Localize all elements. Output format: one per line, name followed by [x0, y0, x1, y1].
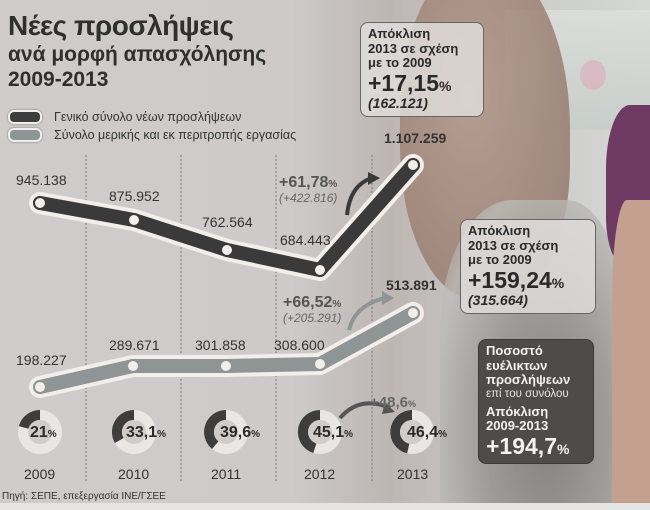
year-label: 2009: [24, 466, 56, 482]
background-flower: [580, 60, 606, 90]
bottom-strip: [0, 503, 650, 510]
title-line-1: Νέες προσλήψεις: [8, 10, 234, 41]
legend-label: Σύνολο μερικής και εκ περιτροπής εργασία…: [54, 128, 297, 142]
change-annotation-share: +48,6%: [370, 394, 416, 411]
callout-flexible-change: Απόκλιση 2013 σε σχέση με το 2009 +159,2…: [460, 219, 596, 315]
total-series-line: [29, 154, 424, 281]
donut-label: 46,4%: [407, 424, 448, 441]
value-label: 513.891: [386, 277, 437, 293]
value-label: 1.107.259: [384, 130, 447, 146]
change-abs: (+205.291): [283, 311, 342, 326]
change-pct: +66,52: [283, 294, 333, 311]
value-label: 684.443: [280, 232, 331, 248]
year-label: 2012: [304, 466, 336, 482]
change-annotation-flexible: +66,52% (+205.291): [283, 294, 342, 326]
title-line-2: ανά μορφή απασχόλησης: [8, 43, 267, 66]
arrow-heads: [368, 172, 395, 414]
legend-item-flexible: Σύνολο μερικής και εκ περιτροπής εργασία…: [8, 126, 296, 144]
value-label: 301.858: [195, 337, 246, 353]
year-label: 2010: [118, 466, 150, 482]
donut-label: 21%: [30, 424, 57, 441]
legend-label: Γενικό σύνολο νέων προσλήψεων: [54, 110, 242, 124]
value-label: 945.138: [16, 172, 67, 188]
legend-swatch-dark: [8, 110, 42, 124]
donut-label: 45,1%: [313, 424, 354, 441]
callout-total-change: Απόκλιση 2013 σε σχέση με το 2009 +17,15…: [360, 22, 484, 118]
background-woman-arm: [612, 200, 650, 510]
change-abs: (+422.816): [279, 191, 338, 206]
value-label: 762.564: [202, 214, 253, 230]
title-line-3: 2009-2013: [8, 68, 109, 91]
chart-title: Νέες προσλήψεις ανά μορφή απασχόλησης 20…: [8, 10, 267, 91]
flexible-series-line: [29, 302, 424, 398]
donut-label: 39,6%: [220, 424, 261, 441]
change-pct: +61,78: [279, 174, 329, 191]
year-label: 2011: [211, 466, 242, 482]
source-note: Πηγή: ΣΕΠΕ, επεξεργασία ΙΝΕ/ΓΣΕΕ: [2, 491, 166, 502]
legend-item-total: Γενικό σύνολο νέων προσλήψεων: [8, 108, 296, 126]
value-label: 308.600: [274, 337, 325, 353]
donut-charts: [18, 409, 434, 454]
change-annotation-total: +61,78% (+422.816): [279, 174, 338, 206]
year-label: 2013: [397, 466, 429, 482]
value-label: 875.952: [109, 188, 160, 204]
grid-separators: [85, 155, 373, 482]
legend: Γενικό σύνολο νέων προσλήψεων Σύνολο μερ…: [8, 108, 296, 144]
legend-swatch-gray: [8, 128, 42, 142]
donut-label: 33,1%: [126, 424, 167, 441]
value-label: 198.227: [16, 352, 67, 368]
callout-share-change: Ποσοστό ευέλικτων προσλήψεων επί του συν…: [478, 339, 594, 465]
value-label: 289.671: [109, 337, 160, 353]
